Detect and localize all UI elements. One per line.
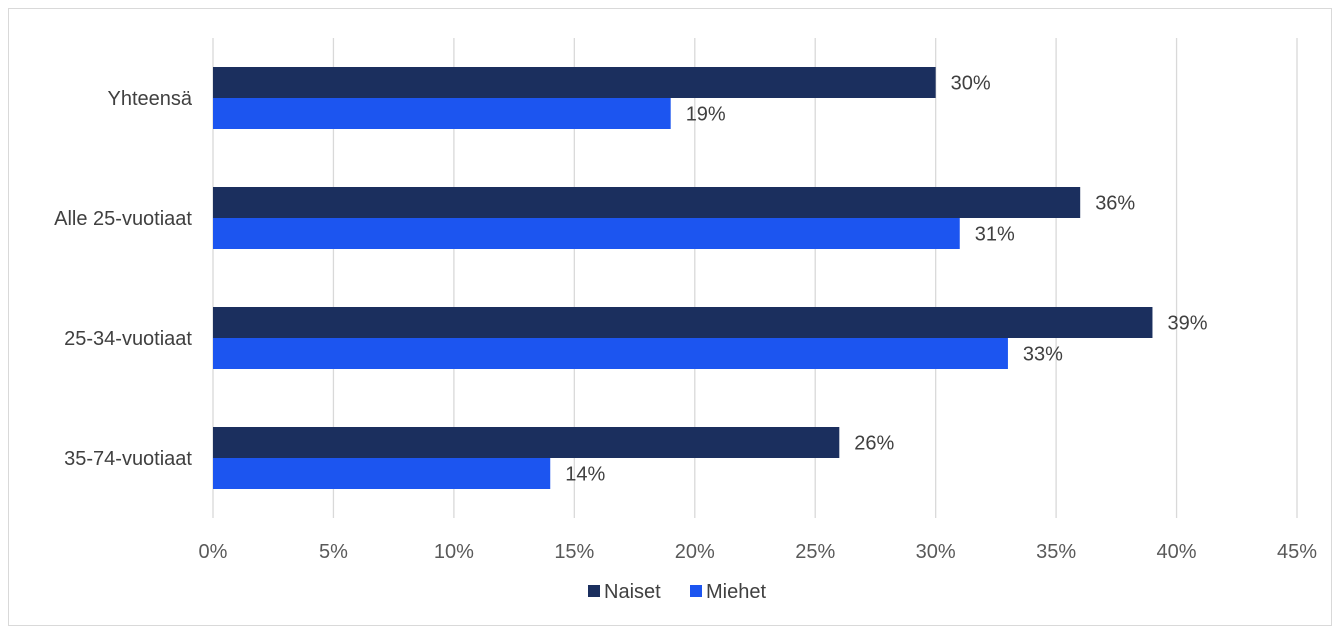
bar-naiset (213, 427, 840, 458)
data-label: 30% (951, 73, 991, 95)
x-tick-label: 20% (675, 541, 715, 563)
bar-miehet (213, 458, 551, 489)
category-label: Alle 25-vuotiaat (54, 208, 192, 230)
x-tick-label: 25% (795, 541, 835, 563)
legend-label: Naiset (604, 581, 661, 603)
legend-swatch-miehet (690, 585, 702, 597)
data-labels: 30% 19% 36% 31% 39% 33% 26% 14% (565, 73, 1207, 486)
x-tick-label: 10% (434, 541, 474, 563)
bar-naiset (213, 187, 1081, 218)
x-tick-label: 15% (554, 541, 594, 563)
bar-naiset (213, 307, 1153, 338)
category-label: Yhteensä (107, 88, 192, 110)
tick-labels: 0% 5% 10% 15% 20% 25% 30% 35% 40% 45% (199, 541, 1318, 563)
bar-miehet (213, 338, 1008, 369)
legend: Naiset Miehet (588, 581, 766, 603)
data-label: 36% (1095, 193, 1135, 215)
category-labels: Yhteensä Alle 25-vuotiaat 25-34-vuotiaat 35… (54, 88, 193, 470)
x-tick-label: 5% (319, 541, 348, 563)
category-label: 25-34-vuotiaat (64, 328, 192, 350)
legend-swatch-naiset (588, 585, 600, 597)
x-tick-label: 40% (1157, 541, 1197, 563)
x-tick-label: 45% (1277, 541, 1317, 563)
bar-miehet (213, 98, 671, 129)
bars (213, 67, 1153, 489)
bar-miehet (213, 218, 960, 249)
data-label: 33% (1023, 344, 1063, 366)
data-label: 19% (686, 104, 726, 126)
category-label: 35-74-vuotiaat (64, 448, 192, 470)
x-tick-label: 30% (916, 541, 956, 563)
legend-label: Miehet (706, 581, 766, 603)
x-tick-label: 0% (199, 541, 228, 563)
data-label: 14% (565, 464, 605, 486)
data-label: 26% (854, 433, 894, 455)
data-label: 39% (1167, 313, 1207, 335)
x-tick-label: 35% (1036, 541, 1076, 563)
data-label: 31% (975, 224, 1015, 246)
bar-naiset (213, 67, 936, 98)
